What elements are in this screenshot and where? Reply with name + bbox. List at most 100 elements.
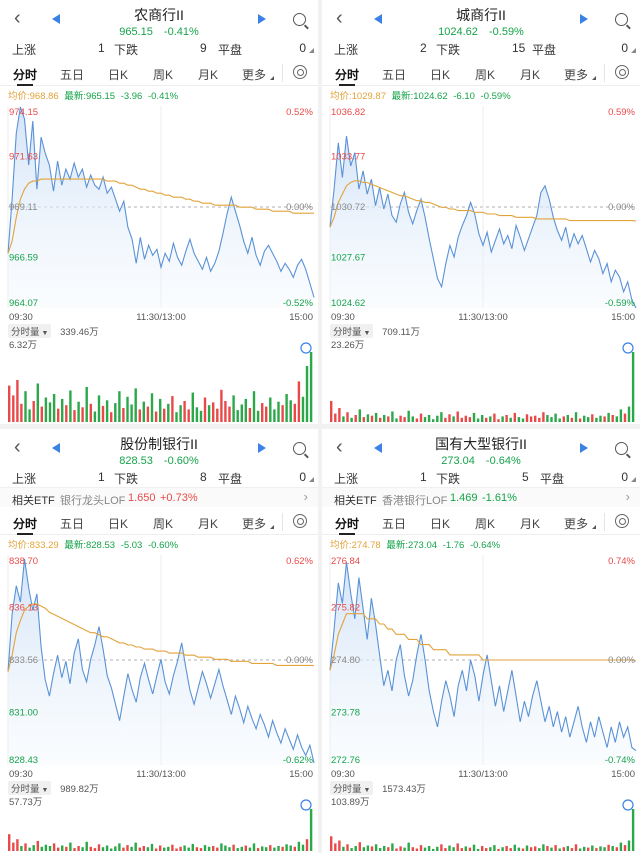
tab-five-day[interactable]: 五日: [382, 68, 407, 82]
up-count: 1: [98, 470, 105, 484]
volume-bar: [297, 841, 301, 851]
related-etf-row[interactable]: 相关ETF 银行龙头LOF 1.650 +0.73% ›: [0, 487, 318, 507]
volume-mode-dropdown[interactable]: 分时量 ▼: [330, 324, 374, 338]
volume-chart[interactable]: 57.73万: [0, 795, 318, 851]
volume-bar: [603, 847, 606, 851]
volume-bar: [587, 417, 590, 422]
search-icon[interactable]: [615, 442, 628, 455]
volume-bar: [220, 843, 223, 851]
settings-gear-icon[interactable]: [615, 514, 629, 528]
settings-gear-icon[interactable]: [293, 65, 307, 79]
tab-monthly-k[interactable]: 月K: [520, 517, 541, 531]
volume-bar: [607, 412, 610, 422]
prev-index-icon[interactable]: [52, 14, 60, 24]
volume-bar: [391, 843, 394, 851]
search-icon[interactable]: [293, 13, 306, 26]
tab-daily-k[interactable]: 日K: [108, 517, 129, 531]
refresh-icon[interactable]: [300, 342, 312, 354]
intraday-price-chart[interactable]: 276.84 0.74% 275.82 274.80 0.00% 273.78 272.76…: [322, 551, 640, 795]
tab-more[interactable]: 更多: [564, 517, 589, 531]
back-arrow-icon[interactable]: ‹: [14, 7, 21, 29]
tab-five-day[interactable]: 五日: [382, 517, 407, 531]
volume-chart[interactable]: 103.89万: [322, 795, 640, 851]
tab-daily-k[interactable]: 日K: [108, 68, 129, 82]
down-label: 下跌: [114, 43, 139, 57]
settings-gear-icon[interactable]: [615, 65, 629, 79]
search-icon[interactable]: [293, 442, 306, 455]
refresh-icon[interactable]: [300, 799, 312, 811]
volume-bar: [293, 403, 296, 422]
flat-count: 0: [299, 41, 306, 55]
tab-intraday[interactable]: 分时: [335, 68, 360, 82]
volume-mode-dropdown[interactable]: 分时量 ▼: [8, 324, 52, 338]
volume-bar: [69, 390, 72, 422]
tab-intraday[interactable]: 分时: [13, 517, 38, 531]
back-arrow-icon[interactable]: ‹: [336, 7, 343, 29]
flat-label: 平盘: [532, 43, 557, 57]
volume-mode-dropdown[interactable]: 分时量 ▼: [8, 781, 52, 795]
y-axis-left-label: 1027.67: [331, 253, 365, 264]
volume-bar: [265, 406, 268, 422]
next-index-icon[interactable]: [580, 14, 588, 24]
refresh-icon[interactable]: [622, 799, 634, 811]
volume-bar: [199, 848, 203, 851]
tab-daily-k[interactable]: 日K: [430, 68, 451, 82]
refresh-icon[interactable]: [622, 342, 634, 354]
volume-chart[interactable]: 23.26万: [322, 338, 640, 422]
latest-change: -5.03: [120, 540, 143, 551]
tab-five-day[interactable]: 五日: [60, 68, 85, 82]
related-etf-row[interactable]: 相关ETF 香港银行LOF 1.469 -1.61% ›: [322, 487, 640, 507]
tab-more[interactable]: 更多: [242, 68, 267, 82]
volume-bar: [554, 845, 557, 851]
tab-weekly-k[interactable]: 周K: [475, 68, 496, 82]
volume-bar: [403, 417, 406, 422]
back-arrow-icon[interactable]: ‹: [14, 436, 21, 458]
volume-bar: [224, 401, 227, 422]
settings-gear-icon[interactable]: [293, 514, 307, 528]
tab-separator: [282, 64, 283, 82]
search-icon[interactable]: [615, 13, 628, 26]
tab-more[interactable]: 更多: [564, 68, 589, 82]
volume-bar: [248, 847, 252, 851]
prev-index-icon[interactable]: [374, 14, 382, 24]
tab-intraday[interactable]: 分时: [335, 517, 360, 531]
tab-five-day[interactable]: 五日: [60, 517, 85, 531]
next-index-icon[interactable]: [580, 443, 588, 453]
next-index-icon[interactable]: [258, 14, 266, 24]
volume-bar: [415, 418, 419, 422]
tab-daily-k[interactable]: 日K: [430, 517, 451, 531]
tab-weekly-k[interactable]: 周K: [153, 68, 174, 82]
breadth-row[interactable]: 上涨 1 下跌 8 平盘 0: [0, 469, 318, 487]
volume-bar: [611, 846, 614, 851]
prev-index-icon[interactable]: [52, 443, 60, 453]
tab-monthly-k[interactable]: 月K: [520, 68, 541, 82]
intraday-price-chart[interactable]: 974.15 0.52% 971.63 969.11 0.00% 966.59 964.07…: [0, 102, 318, 338]
intraday-price-chart[interactable]: 1036.82 0.59% 1033.77 1030.72 0.00% 1027.67 10…: [322, 102, 640, 338]
x-axis-time-label: 11:30/13:00: [136, 312, 185, 323]
quote-panel-2: ‹ 股份制银行II 828.53 -0.60% 上涨 1 下跌 8 平盘 0 相…: [0, 429, 318, 853]
back-arrow-icon[interactable]: ‹: [336, 436, 343, 458]
tab-intraday[interactable]: 分时: [13, 68, 38, 82]
volume-chart[interactable]: 6.32万: [0, 338, 318, 422]
volume-mode-dropdown[interactable]: 分时量 ▼: [330, 781, 374, 795]
tab-monthly-k[interactable]: 月K: [198, 517, 219, 531]
volume-bar: [244, 845, 247, 851]
breadth-row[interactable]: 上涨 2 下跌 15 平盘 0: [322, 40, 640, 58]
down-label: 下跌: [436, 472, 461, 486]
tab-weekly-k[interactable]: 周K: [475, 517, 496, 531]
prev-index-icon[interactable]: [374, 443, 382, 453]
tab-monthly-k[interactable]: 月K: [198, 68, 219, 82]
volume-bar: [440, 844, 443, 851]
breadth-row[interactable]: 上涨 1 下跌 9 平盘 0: [0, 40, 318, 58]
tab-weekly-k[interactable]: 周K: [153, 517, 174, 531]
volume-bar: [16, 380, 19, 422]
volume-bar: [436, 415, 439, 422]
next-index-icon[interactable]: [258, 443, 266, 453]
volume-bar: [281, 405, 284, 422]
x-axis-time-label: 09:30: [9, 312, 33, 323]
tab-more[interactable]: 更多: [242, 517, 267, 531]
breadth-row[interactable]: 上涨 1 下跌 5 平盘 0: [322, 469, 640, 487]
price-area: [8, 107, 314, 308]
volume-bar: [52, 843, 56, 851]
intraday-price-chart[interactable]: 838.70 0.62% 836.13 833.56 0.00% 831.00 828.43…: [0, 551, 318, 795]
